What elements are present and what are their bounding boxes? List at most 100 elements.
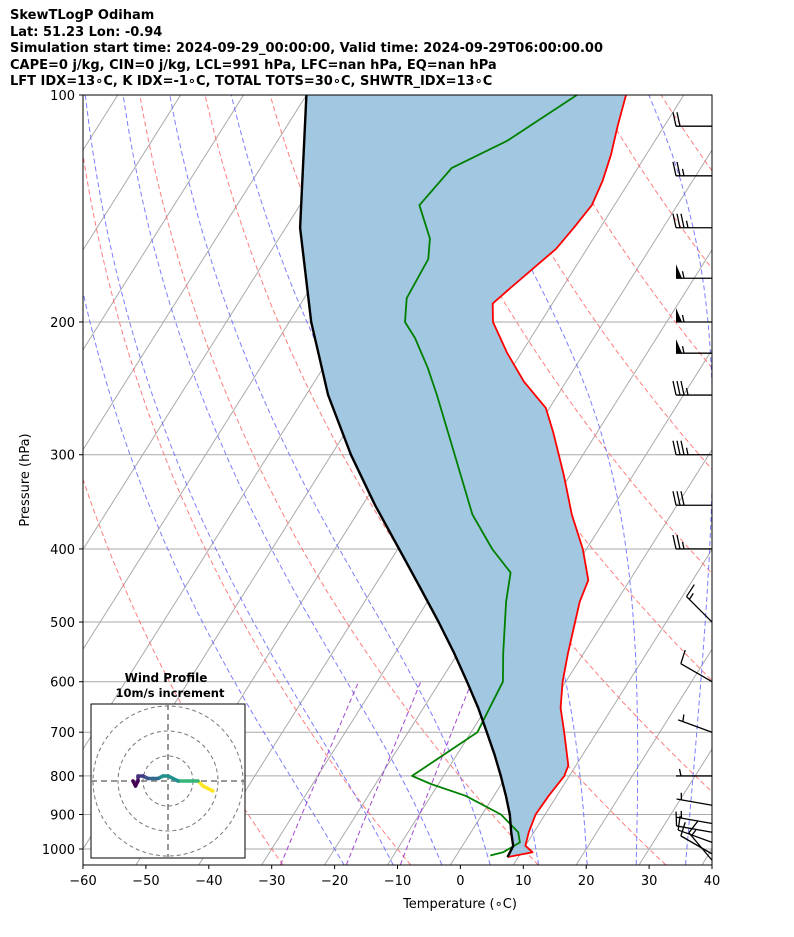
barb-staff: [680, 663, 713, 683]
isotherm-line: [701, 848, 712, 865]
moist-adiabat-line: [84, 95, 394, 865]
temperature-line: [491, 95, 627, 858]
x-tick-label: 0: [456, 874, 464, 889]
isotherm-line: [575, 648, 712, 865]
barb-staff: [686, 596, 713, 623]
barb-full: [672, 440, 677, 455]
barb-half: [681, 271, 685, 279]
barb-full: [676, 112, 681, 127]
moist-adiabat-line: [169, 95, 491, 865]
barb-flag: [676, 264, 682, 279]
barb-full: [676, 491, 681, 506]
mixing-ratio-line: [280, 681, 360, 865]
barb-full: [680, 380, 685, 396]
barb-full: [672, 112, 677, 127]
wind-barb: [676, 307, 712, 323]
y-tick-label: 1000: [42, 843, 75, 858]
dry-adiabat-line: [715, 78, 794, 865]
x-tick-label: 30: [641, 874, 658, 889]
barb-full: [676, 161, 681, 176]
hodograph-plot: [91, 704, 245, 858]
barb-full: [680, 822, 686, 837]
y-tick-label: 800: [50, 770, 75, 785]
isotherm-line: [765, 78, 794, 865]
moist-adiabat-line: [735, 95, 794, 865]
wind-barb: [685, 584, 713, 623]
barb-full: [672, 161, 677, 176]
isotherm-line: [0, 78, 3, 865]
x-tick-label: 40: [704, 874, 721, 889]
barb-full: [680, 440, 685, 455]
x-tick-label: 10: [515, 874, 532, 889]
moist-adiabat-line: [648, 95, 712, 865]
profile-layer: [298, 95, 627, 858]
isotherm-line: [83, 95, 245, 351]
wind-barb: [672, 380, 712, 396]
x-tick-label: −20: [321, 874, 348, 889]
x-tick-label: −30: [258, 874, 285, 889]
wind-barb: [672, 491, 712, 506]
axis-ticks: −60 −50 −40 −30 −20 −10 0 10 20 30 40 1000 900 800 700…: [42, 89, 720, 889]
dry-adiabat-line: [83, 152, 412, 865]
chart-title: SkewTLogP Odiham Lat: 51.23 Lon: -0.94 S…: [10, 8, 603, 91]
x-tick-label: −60: [69, 874, 96, 889]
moist-adiabat-line: [122, 95, 443, 865]
barb-full: [676, 380, 681, 396]
barb-staff: [680, 835, 713, 855]
barb-full: [685, 584, 695, 597]
hodograph-subtitle: 10m/s increment: [116, 686, 225, 700]
wind-barb: [680, 649, 713, 683]
wind-barb: [672, 161, 712, 177]
barb-full: [672, 213, 677, 228]
barb-full: [688, 820, 699, 834]
title-line-lift-indices: LFT IDX=13∘C, K IDX=-1∘C, TOTAL TOTS=30∘…: [10, 74, 493, 89]
barb-staff: [676, 816, 713, 825]
y-tick-label: 300: [50, 449, 75, 464]
barb-flag: [676, 307, 682, 322]
barb-half: [678, 768, 682, 777]
dry-adiabat-line: [139, 95, 539, 865]
barb-full: [672, 380, 677, 396]
wind-barb: [676, 768, 712, 777]
wind-barb: [672, 440, 712, 456]
barb-half: [682, 714, 685, 722]
wind-barb: [672, 213, 712, 229]
x-tick-label: −50: [132, 874, 159, 889]
moist-adiabat-line: [83, 290, 345, 865]
wind-barb: [676, 264, 712, 279]
isotherm-line: [83, 95, 308, 451]
dry-adiabat-line: [595, 95, 712, 270]
wind-barb: [672, 112, 712, 127]
dewpoint-line: [404, 95, 578, 857]
hodograph-trace-segment: [131, 779, 138, 788]
hodograph-inset: Wind Profile 10m/s increment: [90, 671, 246, 859]
barb-full: [672, 534, 677, 550]
barb-full: [676, 213, 681, 228]
y-axis-label: Pressure (hPa): [18, 433, 33, 526]
barb-full: [676, 440, 681, 455]
barb-full: [680, 213, 685, 228]
parcel-path-line: [298, 95, 515, 858]
barb-half: [685, 387, 689, 396]
mixing-ratio-line: [345, 681, 422, 865]
y-tick-label: 500: [50, 616, 75, 631]
wind-barb: [680, 822, 713, 855]
mixing-ratio-line: [399, 681, 473, 865]
isotherm-line: [387, 348, 712, 865]
isotherm-line: [512, 548, 712, 865]
wind-barb: [677, 714, 713, 733]
isotherm-line: [83, 95, 182, 251]
title-line-times: Simulation start time: 2024-09-29_00:00:…: [10, 41, 603, 56]
barb-full: [680, 491, 685, 506]
isotherm-line: [83, 95, 370, 551]
isotherm-line: [324, 249, 712, 865]
wind-barbs: [672, 112, 713, 861]
y-tick-label: 700: [50, 726, 75, 741]
x-axis-label: Temperature (∘C): [402, 897, 517, 912]
hodograph-ring: [117, 730, 219, 832]
title-line-indices: CAPE=0 j/kg, CIN=0 j/kg, LCL=991 hPa, LF…: [10, 57, 497, 73]
hodograph-trace-segment: [166, 774, 180, 783]
x-tick-label: −10: [384, 874, 411, 889]
barb-half: [681, 346, 685, 354]
